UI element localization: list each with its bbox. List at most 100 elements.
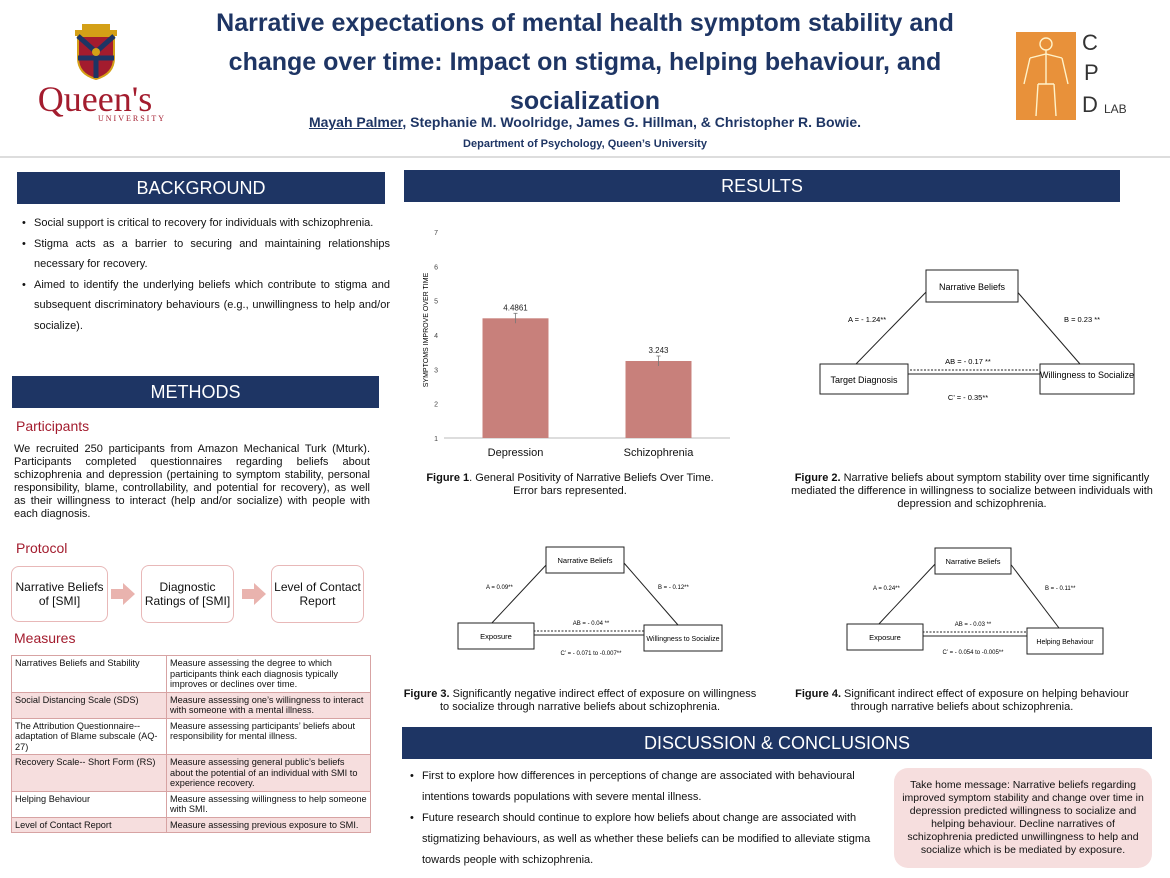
- y-tick-label: 4: [434, 333, 438, 340]
- y-tick-label: 5: [434, 299, 438, 306]
- outcome-box: [1026, 627, 1104, 655]
- path-a-label: A = - 1.24**: [848, 315, 886, 324]
- predictor-label: Exposure: [480, 632, 512, 641]
- path-c-label: C’ = - 0.054 to -0.005**: [943, 650, 1005, 656]
- protocol-step-contact-report: Level of Contact Report: [271, 565, 364, 623]
- caption-text: Significant indirect effect of exposure …: [841, 688, 1129, 713]
- discussion-heading: DISCUSSION & CONCLUSIONS: [402, 727, 1152, 759]
- figure-2-caption: Figure 2. Narrative beliefs about sympto…: [786, 472, 1158, 511]
- measure-description: Measure assessing general public’s belie…: [166, 754, 371, 792]
- caption-text: Narrative beliefs about symptom stabilit…: [791, 472, 1153, 510]
- data-label: 3.243: [648, 346, 669, 355]
- protocol-step-diagnostic-ratings: Diagnostic Ratings of [SMI]: [141, 565, 234, 623]
- path-a-label: A = 0.09**: [486, 585, 514, 591]
- measure-description: Measure assessing willingness to help so…: [166, 790, 371, 818]
- path-b-label: B = 0.23 **: [1064, 315, 1100, 324]
- cpd-letter-p: P: [1084, 60, 1099, 85]
- cpd-lab-logo: C P D LAB: [1016, 30, 1166, 130]
- methods-heading: METHODS: [12, 376, 379, 408]
- first-author: Mayah Palmer: [308, 114, 403, 130]
- path-b-label: B = - 0.11**: [1045, 586, 1076, 592]
- bar: [625, 360, 692, 438]
- x-tick-label: Schizophrenia: [624, 447, 695, 459]
- caption-label: Figure 1: [426, 472, 470, 484]
- queens-university-label: UNIVERSITY: [98, 114, 166, 123]
- list-item: Social support is critical to recovery f…: [22, 213, 390, 234]
- x-tick-label: Depression: [488, 447, 544, 459]
- background-heading: BACKGROUND: [17, 172, 385, 204]
- y-tick-label: 3: [434, 367, 438, 374]
- discussion-list: First to explore how differences in perc…: [406, 766, 902, 871]
- path-c-label: C’ = - 0.35**: [948, 393, 988, 402]
- measure-description: Measure assessing previous exposure to S…: [166, 816, 371, 833]
- figure-4-caption: Figure 4. Significant indirect effect of…: [782, 688, 1142, 714]
- mediator-label: Narrative Beliefs: [557, 556, 612, 565]
- mediator-box: [934, 547, 1012, 575]
- results-heading: RESULTS: [404, 170, 1120, 202]
- path-c-label: C’ = - 0.071 to -0.007**: [561, 651, 623, 657]
- outcome-box: [1039, 363, 1135, 395]
- protocol-step-narrative-beliefs: Narrative Beliefs of [SMI]: [11, 566, 108, 622]
- y-tick-label: 1: [434, 436, 438, 443]
- background-list: Social support is critical to recovery f…: [18, 213, 390, 336]
- y-tick-label: 6: [434, 264, 438, 271]
- measure-name: Social Distancing Scale (SDS): [11, 691, 167, 719]
- mediator-box: [545, 546, 625, 574]
- predictor-box: [846, 623, 924, 651]
- y-tick-label: 2: [434, 402, 438, 409]
- figure-3-caption: Figure 3. Significantly negative indirec…: [402, 688, 758, 714]
- figure-2-mediation-diagram: Narrative Beliefs Target Diagnosis Willi…: [819, 269, 1135, 402]
- measures-heading: Measures: [14, 630, 76, 646]
- outcome-label: Helping Behaviour: [1036, 639, 1094, 646]
- mediator-box: [925, 269, 1019, 303]
- poster-header: Queen's UNIVERSITY Narrative expectation…: [0, 0, 1170, 158]
- queens-wordmark: Queen's: [37, 79, 153, 119]
- table-row: Helping Behaviour Measure assessing willi…: [11, 790, 371, 818]
- cpd-letter-c: C: [1082, 30, 1098, 55]
- list-item: Aimed to identify the underlying beliefs…: [22, 275, 390, 337]
- author-list: Mayah Palmer, Stephanie M. Woolridge, Ja…: [170, 114, 1000, 130]
- caption-label: Figure 3.: [403, 688, 450, 700]
- table-row: Social Distancing Scale (SDS) Measure ass…: [11, 691, 371, 719]
- path-ab-label: AB = - 0.17 **: [945, 357, 991, 366]
- queens-university-logo: Queen's UNIVERSITY: [20, 22, 170, 132]
- data-label: 4.4861: [503, 303, 528, 312]
- measure-name: Recovery Scale-- Short Form (RS): [11, 754, 167, 792]
- y-tick-label: 7: [434, 230, 438, 237]
- co-authors: , Stephanie M. Woolridge, James G. Hillm…: [402, 114, 862, 130]
- arrow-right-icon: [111, 583, 135, 605]
- mediator-label: Narrative Beliefs: [939, 282, 1006, 292]
- table-row: The Attribution Questionnaire-- adaptati…: [11, 717, 371, 755]
- measure-description: Measure assessing one’s willingness to i…: [166, 691, 371, 719]
- path-ab-label: AB = - 0.04 **: [573, 621, 610, 627]
- list-item: First to explore how differences in perc…: [410, 766, 902, 808]
- participants-heading: Participants: [16, 418, 90, 434]
- measure-description: Measure assessing participants’ beliefs …: [166, 717, 371, 755]
- caption-label: Figure 2.: [794, 472, 841, 484]
- human-figure-icon: [1016, 32, 1076, 120]
- figure-1-bar-chart: 1 2 3 4 5 6 7 4.4861 Depression 3.243 Schizophren…: [423, 230, 730, 459]
- cpd-letter-d: D: [1082, 92, 1098, 117]
- predictor-box: [819, 363, 909, 395]
- figure-1-caption: Figure 1. General Positivity of Narrativ…: [415, 472, 725, 498]
- predictor-label: Target Diagnosis: [830, 375, 898, 385]
- path-a-label: A = 0.24**: [873, 586, 901, 592]
- table-row: Level of Contact Report Measure assessing…: [11, 816, 371, 833]
- outcome-box: [643, 624, 723, 652]
- outcome-label: Willingness to Socialize: [1040, 370, 1134, 380]
- protocol-heading: Protocol: [16, 540, 68, 556]
- predictor-box: [457, 622, 535, 650]
- department-affiliation: Department of Psychology, Queen’s Univer…: [463, 138, 707, 150]
- bar: [482, 318, 549, 438]
- outcome-label: Willingness to Socialize: [646, 636, 719, 643]
- measure-name: Level of Contact Report: [11, 816, 167, 833]
- list-item: Stigma acts as a barrier to securing and…: [22, 234, 390, 275]
- path-ab-label: AB = - 0.03 **: [955, 622, 992, 628]
- table-row: Narratives Beliefs and Stability Measure …: [11, 655, 371, 693]
- figure-3-mediation-diagram: Narrative Beliefs Exposure Willingness t…: [457, 546, 723, 657]
- predictor-label: Exposure: [869, 633, 901, 642]
- list-item: Future research should continue to explo…: [410, 808, 902, 871]
- mediator-label: Narrative Beliefs: [945, 557, 1000, 566]
- take-home-message: Take home message: Narrative beliefs reg…: [894, 768, 1152, 868]
- caption-text: . General Positivity of Narrative Belief…: [469, 472, 714, 497]
